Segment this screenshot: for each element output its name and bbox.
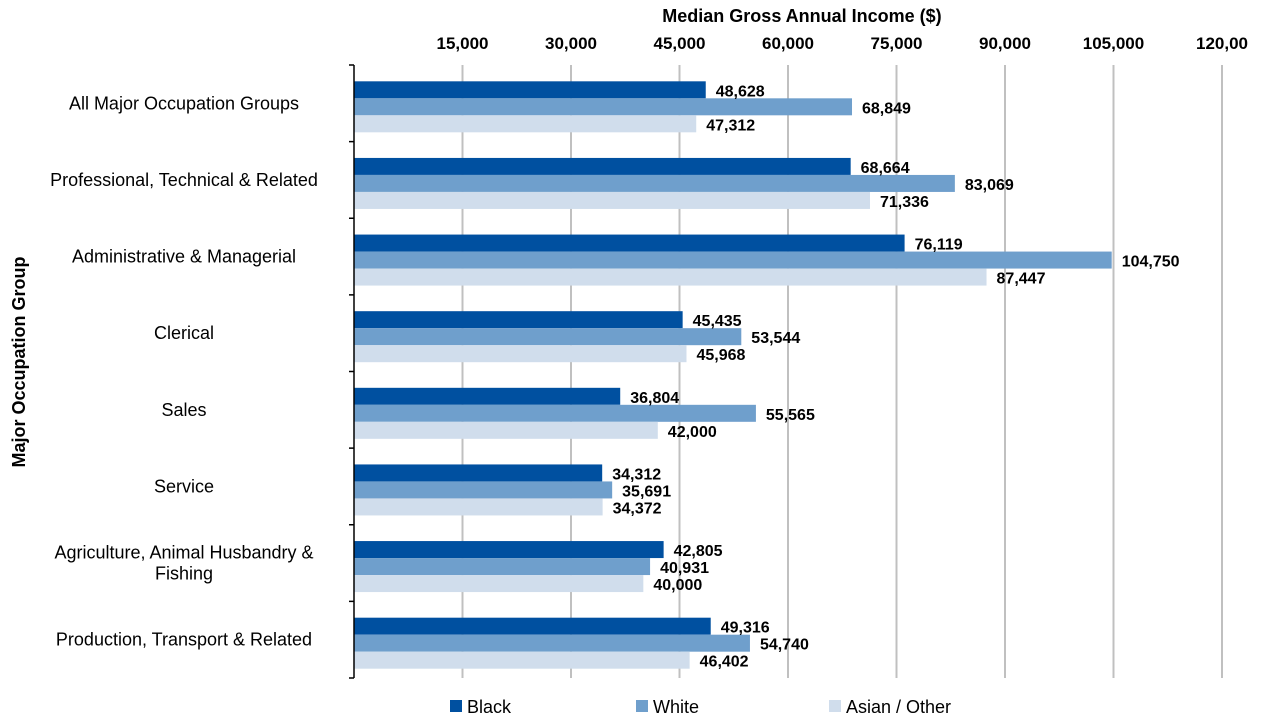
data-label: 68,849 bbox=[862, 100, 911, 117]
data-label: 76,119 bbox=[915, 237, 963, 254]
x-tick-label: 45,000 bbox=[654, 34, 706, 53]
category-label: Professional, Technical & Related bbox=[50, 170, 318, 190]
data-label: 47,312 bbox=[706, 117, 755, 134]
data-label: 68,664 bbox=[861, 160, 910, 177]
bar-asian-other bbox=[354, 498, 603, 516]
bar-asian-other bbox=[354, 421, 658, 439]
data-label: 55,565 bbox=[766, 407, 815, 424]
data-label: 83,069 bbox=[965, 177, 1014, 194]
bar-black bbox=[354, 464, 603, 482]
category-label-line: All Major Occupation Groups bbox=[69, 93, 299, 113]
legend: Black White Asian / Other bbox=[450, 697, 951, 717]
data-label: 42,805 bbox=[674, 543, 723, 560]
bar-asian-other bbox=[354, 575, 644, 593]
bar-white bbox=[354, 404, 756, 422]
category-label-line: Professional, Technical & Related bbox=[50, 170, 318, 190]
legend-label: Asian / Other bbox=[846, 697, 951, 717]
data-label: 35,691 bbox=[622, 483, 671, 500]
data-label: 71,336 bbox=[880, 194, 929, 211]
x-tick-label: 30,000 bbox=[545, 34, 597, 53]
data-label: 34,372 bbox=[613, 500, 662, 517]
legend-swatch bbox=[829, 700, 841, 712]
bar-black bbox=[354, 81, 706, 99]
bar-black bbox=[354, 541, 664, 559]
data-label: 53,544 bbox=[751, 330, 800, 347]
data-label: 40,000 bbox=[653, 577, 702, 594]
x-tick-label: 75,000 bbox=[871, 34, 923, 53]
x-tick-label: 120,00 bbox=[1196, 34, 1248, 53]
x-tick-label: 15,000 bbox=[437, 34, 489, 53]
data-label: 34,312 bbox=[612, 466, 661, 483]
bar-asian-other bbox=[354, 651, 690, 669]
data-label: 49,316 bbox=[721, 620, 770, 637]
data-label: 46,402 bbox=[700, 654, 749, 671]
bar-white bbox=[354, 251, 1112, 269]
bar-black bbox=[354, 387, 621, 405]
category-label-line: Production, Transport & Related bbox=[56, 630, 312, 650]
legend-swatch bbox=[450, 700, 462, 712]
x-tick-label: 105,000 bbox=[1083, 34, 1144, 53]
y-axis-title: Major Occupation Group bbox=[9, 256, 29, 467]
bar-asian-other bbox=[354, 345, 687, 363]
bar-white bbox=[354, 98, 853, 116]
category-label-line: Agriculture, Animal Husbandry & bbox=[54, 543, 313, 563]
data-label: 87,447 bbox=[997, 271, 1046, 288]
category-label-line: Sales bbox=[161, 400, 206, 420]
axes: 15,000 30,000 45,000 60,000 75,000 90,000 105,… bbox=[50, 34, 1248, 679]
category-label: Administrative & Managerial bbox=[72, 247, 296, 267]
x-tick-label: 90,000 bbox=[979, 34, 1031, 53]
bar-black bbox=[354, 311, 683, 329]
category-label-line: Clerical bbox=[154, 323, 214, 343]
data-label: 104,750 bbox=[1122, 254, 1180, 271]
bars bbox=[354, 81, 1112, 669]
bar-black bbox=[354, 234, 905, 252]
category-label-line: Fishing bbox=[155, 564, 213, 584]
category-label: Service bbox=[154, 476, 214, 496]
bar-asian-other bbox=[354, 268, 987, 286]
category-label: All Major Occupation Groups bbox=[69, 93, 299, 113]
bar-white bbox=[354, 174, 955, 192]
data-labels: 48,628 68,849 47,312 68,664 83,069 71,336 76,1… bbox=[612, 83, 1179, 670]
category-label-line: Service bbox=[154, 476, 214, 496]
bar-white bbox=[354, 481, 613, 499]
bar-white bbox=[354, 558, 651, 576]
category-label: Sales bbox=[161, 400, 206, 420]
category-label-line: Administrative & Managerial bbox=[72, 247, 296, 267]
bar-white bbox=[354, 328, 742, 346]
bar-black bbox=[354, 617, 711, 635]
data-label: 42,000 bbox=[668, 424, 717, 441]
bar-asian-other bbox=[354, 115, 697, 133]
legend-swatch bbox=[636, 700, 648, 712]
x-axis-title: Median Gross Annual Income ($) bbox=[662, 6, 941, 26]
category-label: Production, Transport & Related bbox=[56, 630, 312, 650]
data-label: 36,804 bbox=[630, 390, 679, 407]
bar-white bbox=[354, 634, 750, 652]
bar-asian-other bbox=[354, 191, 870, 209]
category-label: Agriculture, Animal Husbandry & Fishing bbox=[54, 543, 313, 584]
data-label: 45,968 bbox=[697, 347, 746, 364]
legend-label: Black bbox=[467, 697, 512, 717]
x-tick-label: 60,000 bbox=[762, 34, 814, 53]
bar-black bbox=[354, 157, 851, 175]
data-label: 45,435 bbox=[693, 313, 742, 330]
data-label: 48,628 bbox=[716, 83, 765, 100]
category-label: Clerical bbox=[154, 323, 214, 343]
data-label: 54,740 bbox=[760, 637, 809, 654]
data-label: 40,931 bbox=[660, 560, 709, 577]
legend-label: White bbox=[653, 697, 699, 717]
